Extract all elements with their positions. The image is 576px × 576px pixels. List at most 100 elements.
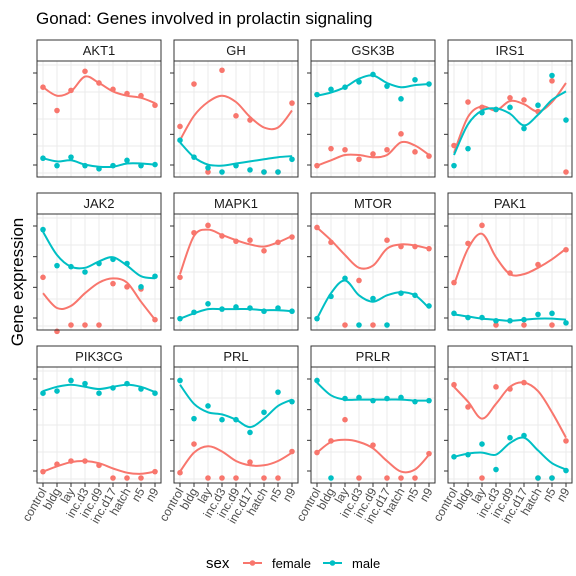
data-point-male [412, 292, 418, 299]
data-point-female [465, 240, 471, 247]
data-point-female [289, 234, 295, 240]
data-point-female [451, 142, 457, 149]
data-point-female [370, 322, 376, 328]
data-point-female [342, 322, 348, 328]
data-point-male [493, 317, 499, 324]
data-point-male [54, 388, 60, 394]
data-point-male [233, 304, 239, 310]
data-point-male [54, 162, 60, 169]
data-point-male [40, 226, 46, 233]
data-point-male [275, 389, 281, 395]
data-point-female [328, 239, 334, 246]
data-point-male [356, 322, 362, 328]
facet-pak1: PAK1 [444, 192, 573, 331]
data-point-male [152, 273, 158, 280]
data-point-female [219, 233, 225, 239]
legend-title: sex [206, 555, 230, 572]
data-point-female [205, 475, 211, 481]
data-point-female [289, 448, 295, 455]
data-point-male [68, 154, 74, 160]
data-point-female [412, 475, 418, 481]
legend-key-point-female [249, 560, 256, 566]
data-point-male [247, 305, 253, 311]
facet-pik3cg: PIK3CG [33, 345, 162, 487]
data-point-male [398, 290, 404, 297]
data-point-female [275, 239, 281, 246]
data-point-male [275, 305, 281, 311]
y-axis-title: Gene expression [8, 218, 27, 347]
facet-prlr: PRLR [307, 345, 436, 487]
data-point-female [247, 237, 253, 243]
trend-line-male [453, 90, 567, 156]
data-point-male [233, 416, 239, 423]
data-point-male [82, 269, 88, 275]
facet-label: STAT1 [491, 349, 530, 364]
data-point-female [82, 458, 88, 464]
data-point-male [138, 162, 144, 169]
facet-panels: AKT1 GH GSK3B IRS1 JAK2 MAPK1 MTOR PAK1 PIK3CG PR… [33, 39, 573, 487]
facet-gsk3b: GSK3B [307, 39, 436, 178]
facet-label: AKT1 [83, 43, 116, 58]
data-point-male [563, 320, 569, 326]
data-point-male [314, 315, 320, 322]
facet-label: MTOR [354, 196, 392, 211]
data-point-female [275, 475, 281, 481]
x-tick-label: n9 [143, 485, 162, 504]
data-point-male [507, 317, 513, 324]
facet-jak2: JAK2 [33, 192, 162, 335]
data-point-female [356, 475, 362, 481]
data-point-female [384, 146, 390, 153]
data-point-male [261, 409, 267, 416]
x-tick-label: lay [332, 486, 352, 506]
data-point-male [314, 91, 320, 98]
data-point-female [314, 162, 320, 169]
data-point-male [152, 390, 158, 397]
facet-label: MAPK1 [214, 196, 258, 211]
data-point-male [535, 102, 541, 109]
data-point-female [493, 322, 499, 328]
data-point-female [563, 169, 569, 175]
data-point-male [370, 71, 376, 78]
data-point-female [261, 248, 267, 254]
data-point-female [521, 322, 527, 328]
facet-label: GSK3B [351, 43, 394, 58]
panel-border [310, 213, 436, 331]
data-point-male [110, 385, 116, 391]
data-point-female [191, 81, 197, 87]
facet-label: GH [226, 43, 246, 58]
data-point-female [54, 461, 60, 468]
trend-line-female [179, 445, 293, 473]
data-point-female [342, 416, 348, 423]
data-point-male [451, 454, 457, 460]
data-point-male [124, 380, 130, 387]
x-tick-label: n5 [266, 485, 285, 504]
x-tick-labels: controlbldglayinc.d3inc.d9inc.d17hatchn5… [19, 485, 572, 526]
facet-mtor: MTOR [307, 192, 436, 331]
data-point-female [507, 386, 513, 392]
legend: sex female male [206, 555, 380, 572]
data-point-female [233, 238, 239, 245]
data-point-male [219, 416, 225, 423]
data-point-female [138, 475, 144, 481]
data-point-female [54, 107, 60, 114]
data-point-male [384, 395, 390, 402]
data-point-male [465, 314, 471, 321]
facet-label: PRL [223, 349, 248, 364]
facet-label: IRS1 [496, 43, 525, 58]
data-point-male [398, 394, 404, 401]
data-point-male [82, 162, 88, 169]
facet-irs1: IRS1 [444, 39, 573, 178]
data-point-female [110, 86, 116, 93]
data-point-female [398, 243, 404, 250]
data-point-female [110, 280, 116, 287]
data-point-female [40, 468, 46, 475]
data-point-male [152, 161, 158, 168]
x-tick-label: n5 [129, 485, 148, 504]
legend-label-male: male [352, 556, 380, 571]
data-point-female [328, 145, 334, 152]
data-point-female [68, 87, 74, 94]
facet-akt1: AKT1 [33, 39, 162, 178]
panel-border [310, 60, 436, 178]
data-point-female [549, 78, 555, 84]
chart-title: Gonad: Genes involved in prolactin signa… [36, 9, 372, 28]
